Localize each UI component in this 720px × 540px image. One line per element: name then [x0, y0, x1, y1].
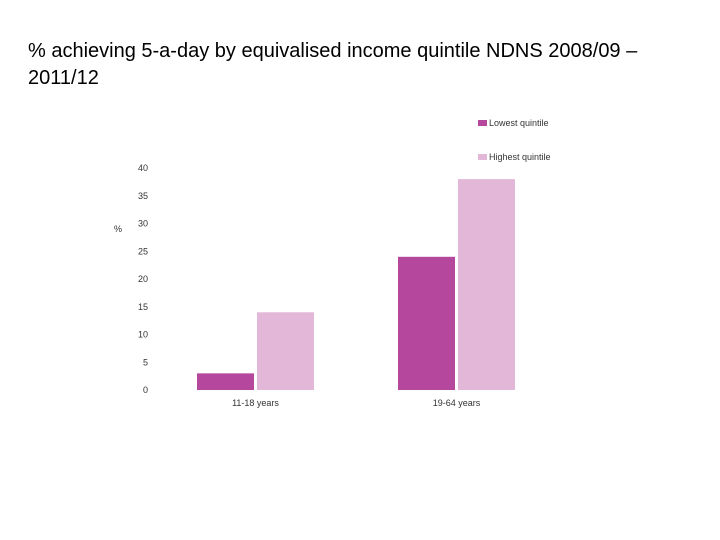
bar-lowest-quintile — [398, 256, 455, 390]
slide-title: % achieving 5-a-day by equivalised incom… — [28, 40, 638, 89]
x-category-label: 11-18 years — [232, 398, 279, 408]
bars — [197, 179, 515, 390]
x-axis-labels: 11-18 years 19-64 years — [232, 398, 481, 408]
legend-swatch — [478, 120, 487, 126]
y-tick-label: 20 — [138, 274, 148, 284]
bar-highest-quintile — [458, 179, 515, 390]
y-axis-ticks: 0 5 10 15 20 25 30 35 40 — [138, 163, 148, 395]
y-tick-label: 5 — [143, 357, 148, 367]
bar-highest-quintile — [257, 312, 314, 390]
y-tick-label: 10 — [138, 330, 148, 340]
bar-lowest-quintile — [197, 373, 254, 390]
y-axis-label: % — [114, 224, 122, 234]
x-category-label: 19-64 years — [433, 398, 481, 408]
y-tick-label: 15 — [138, 302, 148, 312]
chart-legend: Lowest quintile Highest quintile — [478, 118, 551, 162]
legend-label: Lowest quintile — [489, 118, 549, 128]
legend-swatch — [478, 154, 487, 160]
y-tick-label: 30 — [138, 219, 148, 229]
y-tick-label: 35 — [138, 191, 148, 201]
legend-label: Highest quintile — [489, 152, 551, 162]
y-tick-label: 40 — [138, 163, 148, 173]
y-tick-label: 0 — [143, 385, 148, 395]
y-tick-label: 25 — [138, 246, 148, 256]
